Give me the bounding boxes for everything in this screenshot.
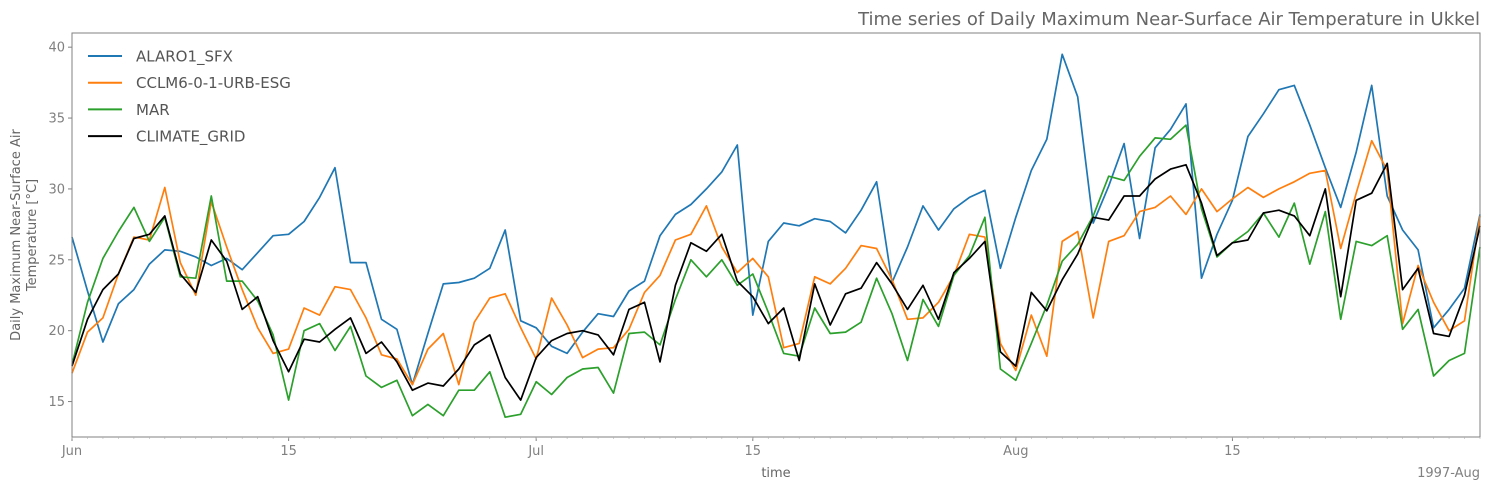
series-line-climate-grid [71, 162, 1481, 401]
legend: ALARO1_SFX CCLM6-0-1-URB-ESG MAR CLIMATE_GR… [88, 48, 291, 147]
legend-label: CCLM6-0-1-URB-ESG [136, 74, 291, 92]
y-axis-label: Daily Maximum Near-Surface Air Temperatu… [9, 129, 40, 341]
plot-area: 15 20 25 30 35 40 Jun 15 Jul 15 Aug 15 [48, 32, 1481, 459]
x-tick-label: 15 [1224, 444, 1241, 459]
y-tick-label: 20 [48, 324, 65, 339]
y-tick-label: 35 [48, 112, 65, 127]
legend-label: CLIMATE_GRID [136, 128, 245, 147]
chart-title: Time series of Daily Maximum Near-Surfac… [857, 9, 1480, 30]
x-axis-label: time [761, 466, 790, 481]
x-tick-label: Aug [1003, 444, 1028, 459]
legend-label: MAR [136, 101, 170, 119]
y-tick-label: 15 [48, 395, 65, 410]
y-tick-label: 25 [48, 253, 65, 268]
y-axis-label-line-2: Temperature [°C] [25, 179, 40, 292]
series-line-alaro1-sfx [71, 53, 1481, 386]
y-tick-label: 40 [48, 41, 65, 56]
x-tick-label: 15 [280, 444, 297, 459]
x-tick-label: Jul [527, 444, 544, 459]
y-tick-label: 30 [48, 182, 65, 197]
plot-frame [71, 32, 1481, 438]
x-tick-label: Jun [61, 444, 82, 459]
series-line-cclm6-0-1-urb-esg [71, 139, 1481, 386]
x-tick-label: 15 [745, 444, 762, 459]
legend-label: ALARO1_SFX [136, 48, 233, 67]
y-axis-label-line-1: Daily Maximum Near-Surface Air [9, 129, 24, 341]
series-line-mar [71, 124, 1481, 419]
x-axis-offset-label: 1997-Aug [1417, 466, 1480, 481]
